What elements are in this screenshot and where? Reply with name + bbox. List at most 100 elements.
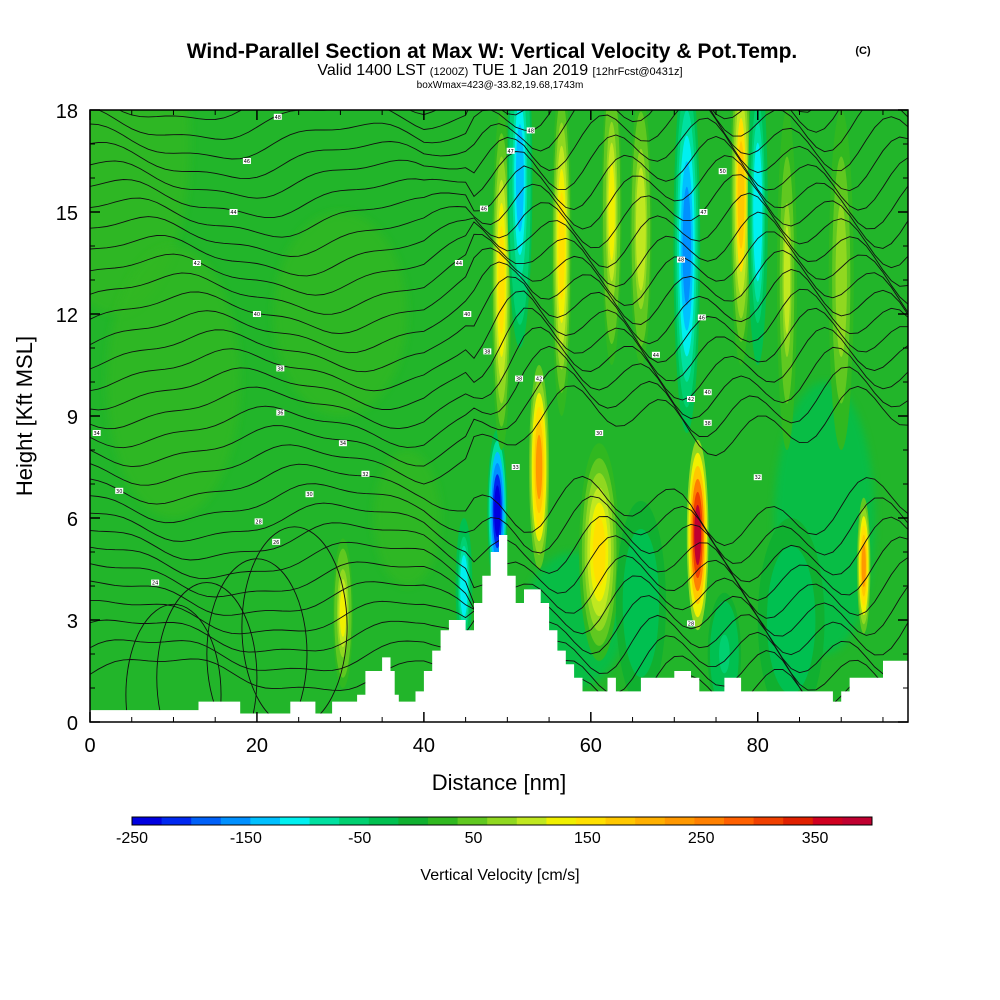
contour-label-text: 46 <box>481 207 487 213</box>
colorbar-swatch <box>724 817 755 825</box>
colorbar-swatch <box>368 817 399 825</box>
contour-label-text: 34 <box>340 441 346 447</box>
velocity-shade <box>558 192 565 300</box>
theta-contour-line <box>90 192 908 296</box>
colorbar: -250 -150 -50 50 150 250 350 <box>116 816 873 847</box>
theta-contour-line <box>90 231 908 335</box>
theta-contour-line <box>97 110 813 140</box>
y-tick-label: 0 <box>67 713 78 735</box>
colorbar-swatch <box>516 817 547 825</box>
contour-label-bg <box>506 147 515 154</box>
contour-label: 44 <box>651 351 660 359</box>
contour-label-text: 47 <box>700 210 706 216</box>
contour-label-text: 44 <box>653 353 659 359</box>
contour-label-text: 48 <box>678 258 684 264</box>
contour-label: 46 <box>479 205 488 213</box>
contour-label: 33 <box>511 464 520 471</box>
theta-contour-line <box>90 174 908 277</box>
contour-label: 30 <box>595 430 604 437</box>
x-tick-label: 80 <box>747 735 769 757</box>
velocity-shade <box>637 185 645 273</box>
contour-label: 42 <box>192 260 201 267</box>
plot-area: 48 46 44 42 40 38 36 34 34 32 30 30 28 26 24 44 40 38 38 42… <box>90 110 908 722</box>
contour-label: 34 <box>338 440 347 447</box>
contour-label-text: 33 <box>513 465 519 471</box>
colorbar-swatch <box>191 817 222 825</box>
contour-label-text: 42 <box>688 397 694 403</box>
contour-label-bg <box>676 256 685 263</box>
contour-label-text: 42 <box>536 377 542 383</box>
velocity-shade <box>592 517 606 587</box>
contour-label-bg <box>276 409 285 416</box>
updraft-cell <box>579 443 620 661</box>
velocity-shade <box>861 544 866 588</box>
y-axis-label: Height [Kft MSL] <box>12 336 37 496</box>
contour-label-text: 30 <box>306 492 312 498</box>
contour-label-text: 46 <box>244 159 250 165</box>
downdraft-cell <box>673 110 701 433</box>
contour-label-text: 48 <box>528 128 534 134</box>
colorbar-swatch <box>635 817 666 825</box>
contour-label-text: 28 <box>688 621 694 627</box>
theta-contour-line <box>90 326 908 430</box>
y-tick-label: 12 <box>56 305 78 327</box>
theta-contour-line <box>118 110 438 121</box>
downdraft-cell <box>507 110 533 348</box>
theta-contour-loop <box>156 582 258 722</box>
velocity-shade <box>837 226 846 334</box>
downdraft-cell <box>747 110 768 365</box>
updraft-cell <box>828 110 854 450</box>
contour-label-text: 32 <box>362 472 368 478</box>
contour-label-bg <box>454 260 463 266</box>
colorbar-swatch <box>605 817 636 825</box>
x-tick-label: 40 <box>413 735 435 757</box>
contour-label-text: 50 <box>720 169 726 175</box>
contour-label-bg <box>192 260 201 266</box>
velocity-shade <box>461 564 467 608</box>
contour-label-bg <box>753 474 762 481</box>
contour-label-bg <box>651 351 660 358</box>
contour-label-bg <box>229 209 238 215</box>
theta-contour-line <box>90 211 908 315</box>
updraft-cell <box>551 110 572 416</box>
colorbar-swatch <box>161 817 192 825</box>
colorbar-tick-label: 250 <box>688 830 715 847</box>
velocity-shade <box>515 124 524 232</box>
contour-label: 50 <box>718 168 727 175</box>
theta-contour-loop <box>125 603 222 722</box>
colorbar-tick-label: -150 <box>230 830 262 847</box>
contour-label-text: 48 <box>275 115 281 121</box>
colorbar-swatch <box>664 817 695 825</box>
contour-label: 34 <box>92 430 101 437</box>
x-axis: 0 20 40 60 80 <box>84 110 884 757</box>
contour-label: 47 <box>699 209 708 216</box>
contour-label: 28 <box>254 518 263 525</box>
contour-label: 44 <box>229 209 238 216</box>
contour-label-text: 32 <box>755 475 761 481</box>
contour-label: 40 <box>703 389 712 396</box>
velocity-shade <box>737 141 745 249</box>
colorbar-swatch <box>309 817 340 825</box>
contour-label-bg <box>361 470 370 477</box>
contour-label-bg <box>718 168 727 175</box>
contour-label: 47 <box>506 147 515 155</box>
colorbar-swatch <box>842 817 873 825</box>
contour-label-text: 42 <box>194 261 200 267</box>
contour-label: 42 <box>686 396 695 403</box>
contour-label-bg <box>479 205 488 212</box>
theta-contour-line <box>90 463 908 546</box>
x-tick-label: 60 <box>580 735 602 757</box>
subtitle-utc: (1200Z) <box>430 66 469 78</box>
contour-label-text: 26 <box>273 540 279 546</box>
contour-label: 24 <box>151 579 160 587</box>
contour-label-text: 24 <box>152 581 158 587</box>
contour-label: 38 <box>703 419 712 427</box>
colorbar-swatch <box>280 817 311 825</box>
theta-contour-line <box>90 365 908 468</box>
contour-label-bg <box>535 375 544 382</box>
contour-label-text: 47 <box>507 149 513 155</box>
colorbar-swatch <box>132 817 163 825</box>
chart-title: Wind-Parallel Section at Max W: Vertical… <box>187 40 798 63</box>
